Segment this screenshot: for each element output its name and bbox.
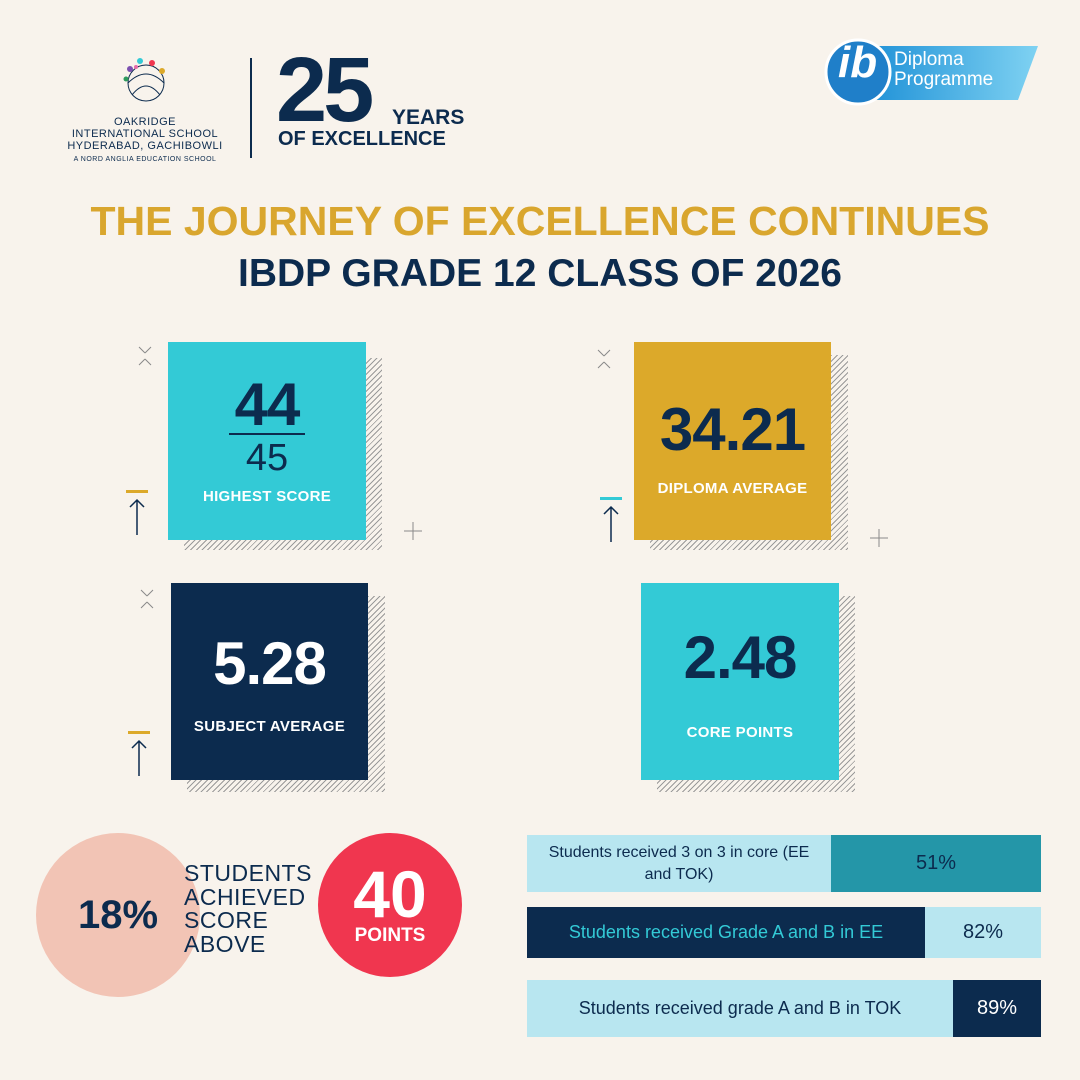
- programme-name: Diploma Programme: [894, 50, 993, 90]
- ib-logo-shape: [824, 38, 1038, 106]
- achievement-line: SCORE: [184, 907, 269, 933]
- result-label: Students received Grade A and B in EE: [527, 907, 925, 958]
- anniversary-years: YEARS: [392, 106, 465, 129]
- result-row: Students received 3 on 3 in core (EE and…: [527, 835, 1041, 892]
- ib-logo: ib: [838, 38, 878, 87]
- achievement-line: ABOVE: [184, 930, 266, 957]
- school-emblem: [123, 58, 165, 102]
- anniversary-number: 25: [276, 39, 374, 141]
- result-row: Students received Grade A and B in EE 82…: [527, 907, 1041, 958]
- stat-label: SUBJECT AVERAGE: [193, 717, 346, 735]
- stat-value: 5.28: [213, 629, 327, 697]
- result-row: Students received grade A and B in TOK 8…: [527, 980, 1041, 1037]
- divider: [250, 58, 252, 158]
- stat-out-of: 45: [245, 437, 289, 479]
- result-label: Students received 3 on 3 in core (EE and…: [527, 835, 831, 892]
- result-value: 51%: [831, 835, 1041, 892]
- school-line: OAKRIDGE: [113, 116, 177, 128]
- result-value: 89%: [953, 980, 1041, 1037]
- points-value: 40: [353, 857, 427, 931]
- school-line: HYDERABAD, GACHIBOWLI: [67, 140, 223, 152]
- stat-label: CORE POINTS: [686, 723, 794, 741]
- stat-value: 2.48: [683, 623, 798, 691]
- school-tagline: A NORD ANGLIA EDUCATION SCHOOL: [73, 156, 217, 163]
- stat-card: 34.21 DIPLOMA AVERAGE: [634, 342, 831, 540]
- stat-card: 2.48 CORE POINTS: [641, 583, 839, 780]
- stat-label: HIGHEST SCORE: [202, 488, 332, 505]
- achievement-line: STUDENTS: [184, 860, 312, 886]
- percent-circle: 18%: [36, 833, 200, 997]
- achievement-text: STUDENTS ACHIEVED SCORE ABOVE: [184, 860, 312, 957]
- stat-label: DIPLOMA AVERAGE: [657, 480, 808, 497]
- school-name: OAKRIDGE INTERNATIONAL SCHOOL HYDERABAD,…: [60, 116, 230, 166]
- title: THE JOURNEY OF EXCELLENCE CONTINUES: [90, 198, 990, 244]
- points-circle: 40 POINTS: [318, 833, 462, 977]
- result-label: Students received grade A and B in TOK: [527, 980, 953, 1037]
- points-label: POINTS: [354, 925, 426, 946]
- school-line: INTERNATIONAL SCHOOL: [71, 128, 219, 140]
- programme-line: Programme: [894, 69, 994, 90]
- achievement-line: ACHIEVED: [184, 883, 306, 910]
- result-value: 82%: [925, 907, 1041, 958]
- stat-value: 34.21: [659, 396, 806, 463]
- stat-card: 5.28 SUBJECT AVERAGE: [171, 583, 368, 780]
- programme-line: Diploma: [894, 49, 964, 70]
- stat-value: 44: [228, 375, 306, 435]
- anniversary-text: OF EXCELLENCE: [278, 128, 446, 150]
- subtitle: IBDP GRADE 12 CLASS OF 2026: [238, 252, 842, 295]
- stat-card: 44 45 HIGHEST SCORE: [168, 342, 366, 540]
- decorations: [126, 346, 888, 776]
